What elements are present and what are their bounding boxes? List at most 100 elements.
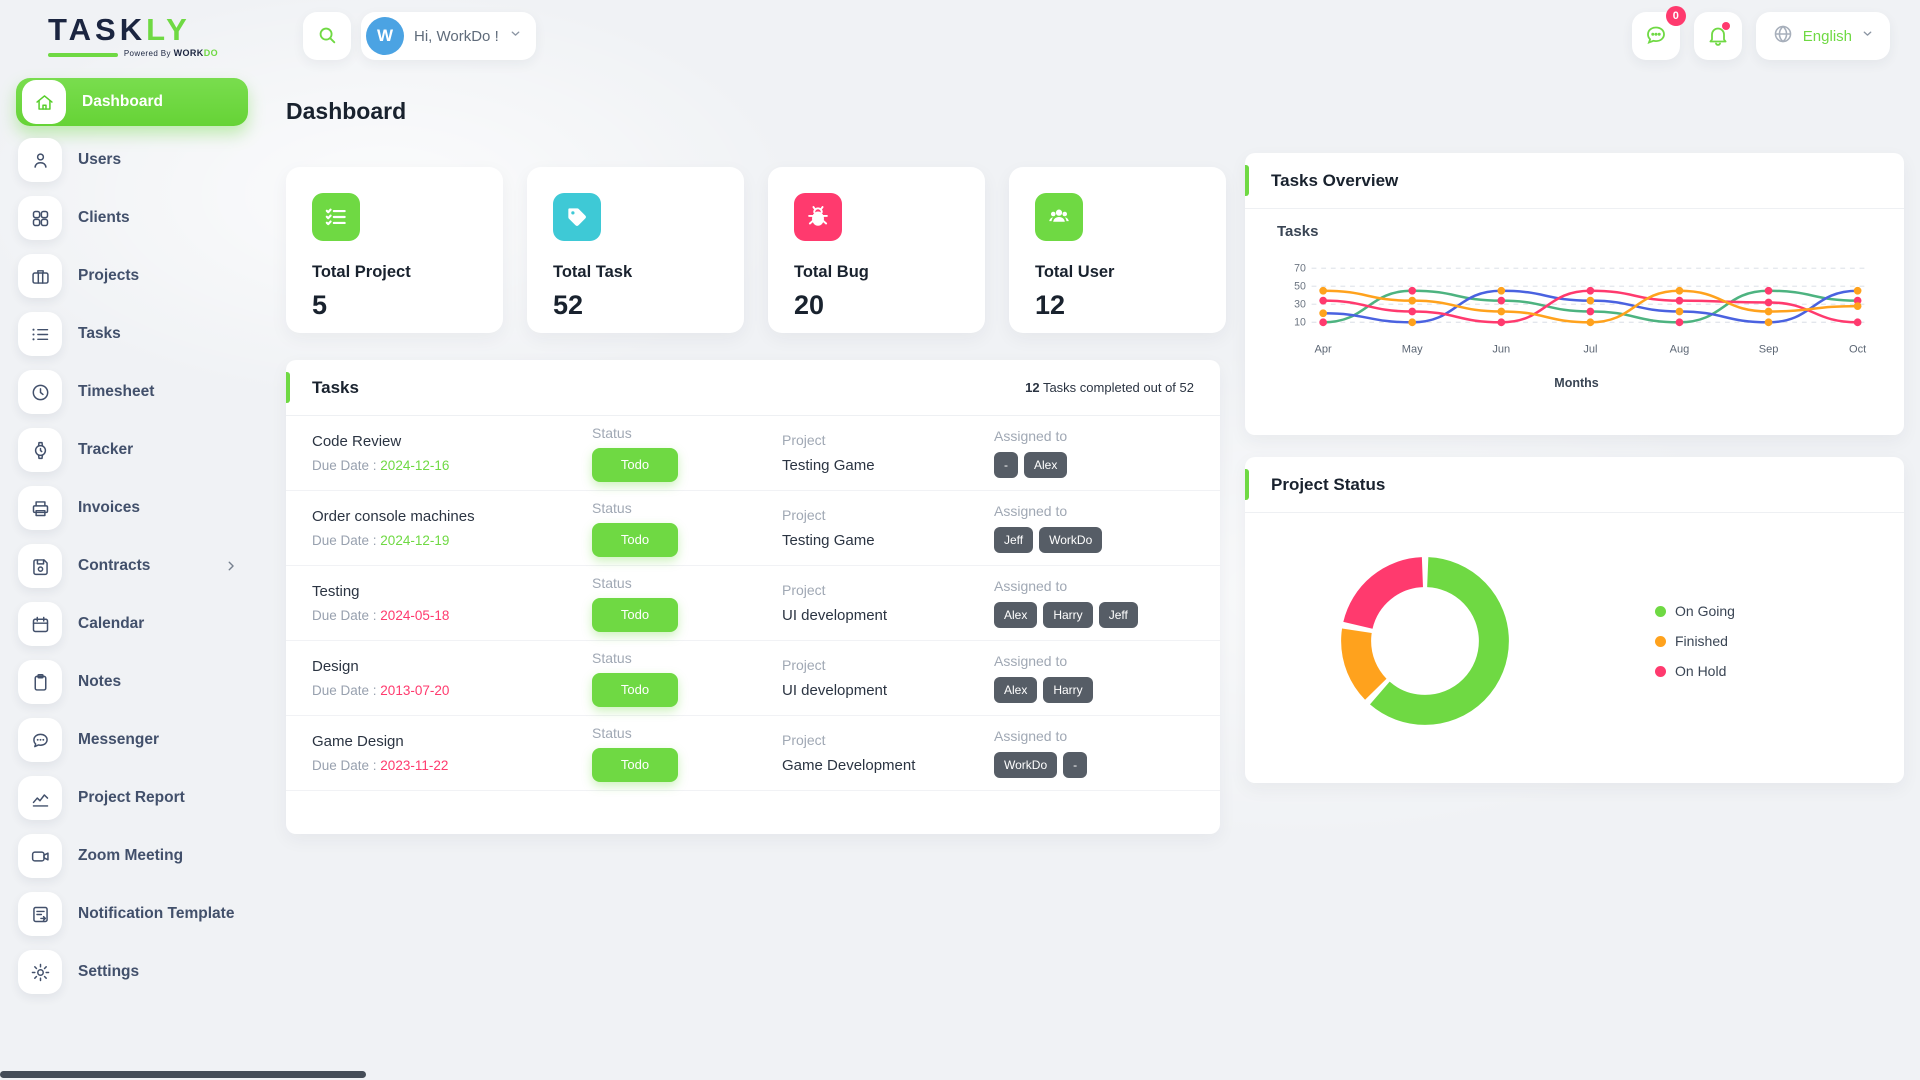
task-due-date: Due Date : 2024-12-19 <box>312 533 450 548</box>
sidebar: Dashboard Users Clients Projects Tasks Timesh… <box>16 78 248 1006</box>
project-name: Testing Game <box>782 457 875 474</box>
sidebar-item-clients[interactable]: Clients <box>16 194 248 242</box>
user-menu[interactable]: W Hi, WorkDo ! <box>361 12 536 60</box>
status-column-label: Status <box>592 499 632 516</box>
project-column-label: Project <box>782 732 826 748</box>
assignee-chip[interactable]: Alex <box>1024 452 1068 478</box>
task-project-cell: Project UI development <box>782 582 994 624</box>
assignee-chip[interactable]: WorkDo <box>1039 527 1103 553</box>
assignee-chip[interactable]: Alex <box>994 677 1038 703</box>
task-assigned-cell: Assigned to Alex Harry Jeff <box>994 578 1194 628</box>
status-badge[interactable]: Todo <box>592 747 678 782</box>
assignee-chip[interactable]: Alex <box>994 602 1038 628</box>
svg-text:Apr: Apr <box>1315 344 1332 356</box>
tag-icon <box>553 193 601 241</box>
stat-card-total-project: Total Project 5 <box>286 167 503 333</box>
svg-text:May: May <box>1402 344 1423 356</box>
status-column-label: Status <box>592 574 632 591</box>
table-row: Game Design Due Date : 2023-11-22 Status To… <box>286 716 1220 791</box>
floppy-icon <box>18 544 62 588</box>
sidebar-item-notification-template[interactable]: Notification Template <box>16 890 248 938</box>
sidebar-item-settings[interactable]: Settings <box>16 948 248 996</box>
sidebar-item-messenger[interactable]: Messenger <box>16 716 248 764</box>
notification-dot <box>1721 22 1730 30</box>
logo-underline <box>48 53 118 57</box>
messages-button[interactable]: 0 <box>1631 6 1686 60</box>
clock-icon <box>18 370 62 414</box>
project-column-label: Project <box>782 507 826 523</box>
sidebar-item-notes[interactable]: Notes <box>16 658 248 706</box>
stat-card-total-user: Total User 12 <box>1009 167 1226 333</box>
sidebar-item-zoom-meeting[interactable]: Zoom Meeting <box>16 832 248 880</box>
language-label: English <box>1802 27 1852 45</box>
legend-label: On Hold <box>1675 663 1727 679</box>
sidebar-item-projects[interactable]: Projects <box>16 252 248 300</box>
project-status-title: Project Status <box>1271 474 1386 494</box>
project-column-label: Project <box>782 432 826 448</box>
task-name-cell: Order console machines Due Date : 2024-12… <box>312 508 592 548</box>
stat-label: Total User <box>1035 263 1115 281</box>
search-icon <box>316 24 338 49</box>
sidebar-item-dashboard[interactable]: Dashboard <box>16 78 248 126</box>
language-selector[interactable]: English <box>1755 12 1890 60</box>
assigned-column-label: Assigned to <box>994 428 1068 444</box>
sidebar-item-label: Project Report <box>78 789 185 806</box>
task-name: Design <box>312 658 359 675</box>
horizontal-scrollbar[interactable] <box>0 1071 366 1078</box>
assignee-chip[interactable]: Jeff <box>994 527 1034 553</box>
chevron-down-icon <box>1861 27 1874 45</box>
sidebar-item-tasks[interactable]: Tasks <box>16 310 248 358</box>
table-row: Order console machines Due Date : 2024-12… <box>286 491 1220 566</box>
sidebar-item-tracker[interactable]: Tracker <box>16 426 248 474</box>
sidebar-item-label: Contracts <box>78 557 151 574</box>
svg-text:10: 10 <box>1294 317 1306 329</box>
projects-icon <box>18 254 62 298</box>
assignee-chip[interactable]: Harry <box>1043 677 1093 703</box>
sidebar-item-timesheet[interactable]: Timesheet <box>16 368 248 416</box>
task-project-cell: Project Game Development <box>782 732 994 774</box>
assignee-chip[interactable]: - <box>1063 752 1088 778</box>
stat-card-total-bug: Total Bug 20 <box>768 167 985 333</box>
sidebar-item-project-report[interactable]: Project Report <box>16 774 248 822</box>
legend-label: Finished <box>1675 633 1728 649</box>
status-column-label: Status <box>592 424 632 441</box>
sidebar-item-label: Clients <box>78 209 130 226</box>
sidebar-item-invoices[interactable]: Invoices <box>16 484 248 532</box>
taskly-logo[interactable]: TASKLY Powered By WORKDO <box>48 14 218 58</box>
tasks-panel: Tasks 12 Tasks completed out of 52 Code … <box>286 360 1220 834</box>
assignee-chip[interactable]: Jeff <box>1098 602 1138 628</box>
assigned-column-label: Assigned to <box>994 578 1068 594</box>
clients-icon <box>18 196 62 240</box>
svg-text:Aug: Aug <box>1670 344 1690 356</box>
bug-icon <box>794 193 842 241</box>
printer-icon <box>18 486 62 530</box>
assignee-chip[interactable]: Harry <box>1043 602 1093 628</box>
task-due-date: Due Date : 2013-07-20 <box>312 683 450 698</box>
task-due-date: Due Date : 2024-05-18 <box>312 608 450 623</box>
chat-bubble-icon <box>1644 23 1668 50</box>
legend-dot <box>1655 635 1666 647</box>
gear-icon <box>18 950 62 994</box>
logo-powered-by: Powered By WORKDO <box>123 48 218 58</box>
notifications-button[interactable] <box>1693 12 1742 60</box>
svg-text:Jul: Jul <box>1583 344 1597 356</box>
assignee-chip[interactable]: WorkDo <box>994 752 1058 778</box>
sidebar-item-contracts[interactable]: Contracts <box>16 542 248 590</box>
status-badge[interactable]: Todo <box>592 597 678 632</box>
group-icon <box>1035 193 1083 241</box>
avatar: W <box>366 17 404 55</box>
chevron-down-icon <box>509 27 522 45</box>
task-status-cell: Status Todo <box>592 650 782 707</box>
sidebar-item-users[interactable]: Users <box>16 136 248 184</box>
sidebar-item-calendar[interactable]: Calendar <box>16 600 248 648</box>
assigned-column-label: Assigned to <box>994 653 1068 669</box>
search-button[interactable] <box>303 12 351 60</box>
video-icon <box>18 834 62 878</box>
status-badge[interactable]: Todo <box>592 672 678 707</box>
status-badge[interactable]: Todo <box>592 522 678 557</box>
svg-text:Oct: Oct <box>1849 344 1866 356</box>
chart-y-axis-title: Tasks <box>1277 223 1319 240</box>
assignee-chip[interactable]: - <box>994 452 1018 478</box>
table-row: Testing Due Date : 2024-05-18 Status Todo Pr… <box>286 566 1220 641</box>
status-badge[interactable]: Todo <box>592 447 678 482</box>
